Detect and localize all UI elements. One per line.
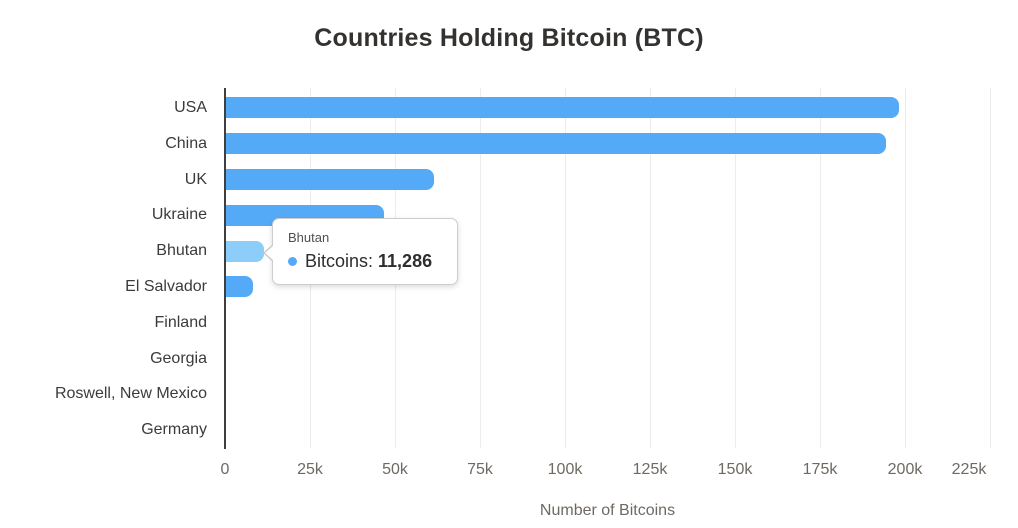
gridline-200k bbox=[905, 88, 906, 448]
tooltip-series-label: Bitcoins: bbox=[305, 251, 374, 271]
tooltip: Bhutan Bitcoins: 11,286 bbox=[263, 218, 458, 285]
tooltip-title: Bhutan bbox=[288, 230, 330, 245]
gridline-175k bbox=[820, 88, 821, 448]
x-tick-225k: 225k bbox=[951, 461, 987, 478]
x-tick-200k: 200k bbox=[887, 461, 923, 478]
category-label-roswell-new-mexico: Roswell, New Mexico bbox=[54, 385, 207, 403]
bar-el-salvador[interactable] bbox=[226, 276, 253, 298]
x-tick-150k: 150k bbox=[717, 461, 753, 478]
bar-bhutan[interactable] bbox=[226, 240, 264, 262]
category-label-finland: Finland bbox=[154, 313, 207, 331]
category-label-usa: USA bbox=[174, 99, 207, 116]
x-tick-0: 0 bbox=[220, 461, 230, 478]
category-label-germany: Germany bbox=[141, 421, 207, 439]
bar-usa[interactable] bbox=[226, 97, 899, 119]
category-label-georgia: Georgia bbox=[150, 349, 207, 367]
category-label-el-salvador: El Salvador bbox=[125, 278, 207, 295]
tooltip-row: Bitcoins: 11,286 bbox=[288, 251, 442, 272]
y-axis-line bbox=[224, 88, 226, 449]
x-tick-175k: 175k bbox=[802, 461, 838, 478]
category-label-bhutan: Bhutan bbox=[156, 242, 207, 260]
tooltip-value: 11,286 bbox=[378, 251, 433, 271]
category-label-china: China bbox=[165, 134, 207, 152]
x-axis-title: Number of Bitcoins bbox=[539, 502, 676, 519]
category-label-ukraine: Ukraine bbox=[151, 206, 207, 224]
gridline-150k bbox=[735, 88, 736, 448]
x-tick-25k: 25k bbox=[297, 461, 323, 478]
bar-china[interactable] bbox=[226, 133, 886, 155]
gridline-125k bbox=[650, 88, 651, 448]
bar-uk[interactable] bbox=[226, 169, 434, 190]
x-tick-50k: 50k bbox=[382, 461, 408, 478]
gridline-225k bbox=[990, 88, 991, 448]
x-tick-125k: 125k bbox=[632, 461, 668, 478]
x-tick-100k: 100k bbox=[547, 461, 583, 478]
x-tick-75k: 75k bbox=[467, 461, 493, 478]
series-dot-icon bbox=[288, 257, 297, 266]
chart-title: Countries Holding Bitcoin (BTC) bbox=[314, 24, 704, 52]
gridline-75k bbox=[480, 88, 481, 448]
category-label-uk: UK bbox=[184, 170, 207, 188]
tooltip-arrow-fill bbox=[265, 245, 274, 261]
gridline-100k bbox=[565, 88, 566, 448]
